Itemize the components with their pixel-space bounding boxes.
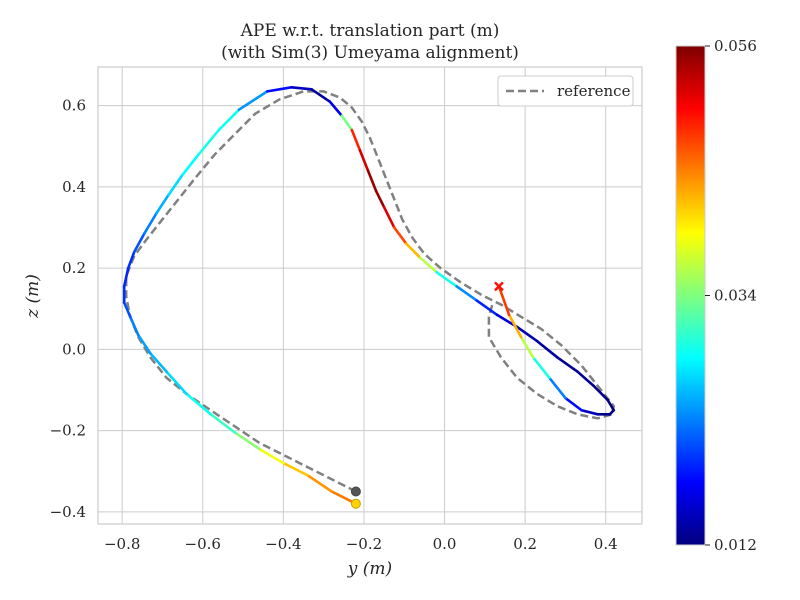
estimate-segment bbox=[217, 108, 241, 132]
estimate-segment bbox=[209, 413, 237, 434]
estimate-segment bbox=[126, 250, 136, 270]
estimate-segment bbox=[328, 100, 344, 118]
estimate-segment bbox=[122, 266, 130, 288]
end-marker-stroke bbox=[494, 281, 504, 292]
estimate-segment bbox=[535, 339, 559, 359]
estimate-segment bbox=[149, 352, 168, 373]
estimate-segment bbox=[265, 86, 293, 93]
estimate-segment bbox=[515, 325, 539, 343]
x-axis-ticks: −0.8 −0.6 −0.4 −0.2 0.0 0.2 0.4 bbox=[104, 535, 618, 553]
estimate-segment bbox=[167, 173, 184, 197]
estimate-segment bbox=[564, 396, 583, 412]
estimate-segment bbox=[310, 88, 332, 103]
y-axis-ticks: −0.4 −0.2 0.0 0.2 0.4 0.6 bbox=[50, 97, 86, 521]
estimate-segment bbox=[128, 315, 140, 337]
estimate-segment bbox=[404, 242, 422, 260]
y-tick-label: −0.4 bbox=[50, 503, 86, 521]
y-tick-label: 0.0 bbox=[62, 340, 86, 358]
estimate-segment bbox=[257, 447, 285, 465]
estimate-segment bbox=[435, 270, 458, 288]
estimate-segment bbox=[497, 285, 511, 317]
colorbar-tick-label: 0.034 bbox=[714, 287, 757, 305]
legend-box bbox=[497, 75, 634, 107]
estimate-segment bbox=[548, 376, 567, 400]
estimate-segment bbox=[340, 114, 354, 132]
estimate-segment bbox=[237, 90, 269, 111]
colorbar-tick-label: 0.056 bbox=[714, 37, 757, 55]
x-tick-label: −0.4 bbox=[265, 535, 301, 553]
estimate-segment bbox=[155, 193, 170, 215]
estimate-start-marker bbox=[350, 498, 361, 509]
estimate-segment bbox=[507, 313, 523, 339]
plot-area bbox=[97, 66, 643, 525]
estimate-segment bbox=[185, 392, 213, 416]
estimate-segment bbox=[580, 408, 599, 416]
legend: reference bbox=[497, 75, 634, 107]
estimate-segment bbox=[122, 301, 132, 319]
estimate-segment bbox=[382, 205, 396, 229]
estimate-segment bbox=[197, 128, 221, 156]
chart-title-line1: APE w.r.t. translation part (m) bbox=[240, 21, 500, 41]
estimate-segment bbox=[136, 333, 152, 355]
estimate-segment bbox=[233, 431, 261, 451]
y-tick-label: −0.2 bbox=[50, 422, 86, 440]
estimate-segment bbox=[519, 335, 535, 359]
x-tick-label: −0.6 bbox=[185, 535, 221, 553]
estimate-end-marker bbox=[494, 281, 504, 292]
estimate-segment bbox=[143, 211, 158, 235]
estimate-segment bbox=[419, 256, 438, 274]
estimate-segment bbox=[455, 285, 479, 302]
x-axis-label: y (m) bbox=[347, 559, 392, 579]
estimate-segment bbox=[306, 473, 334, 493]
estimate-segment bbox=[576, 370, 595, 388]
estimate-segment bbox=[181, 153, 201, 176]
x-tick-label: 0.4 bbox=[594, 535, 618, 553]
y-tick-label: 0.2 bbox=[62, 259, 86, 277]
estimate-segment bbox=[392, 226, 408, 246]
colorbar-tick-label: 0.012 bbox=[714, 536, 757, 554]
estimate-segment bbox=[165, 370, 188, 396]
x-tick-label: 0.0 bbox=[433, 535, 457, 553]
estimate-segment bbox=[290, 86, 313, 91]
y-tick-label: 0.4 bbox=[62, 178, 86, 196]
x-tick-label: −0.8 bbox=[104, 535, 140, 553]
estimate-segment bbox=[531, 356, 551, 380]
estimate-segment bbox=[350, 128, 362, 152]
x-tick-label: −0.2 bbox=[346, 535, 382, 553]
estimate-segment bbox=[556, 356, 579, 373]
reference-trajectory bbox=[124, 90, 616, 493]
legend-reference-label: reference bbox=[557, 82, 631, 100]
estimate-segment bbox=[475, 299, 499, 317]
estimate-segment bbox=[366, 169, 378, 193]
estimate-segment bbox=[132, 232, 146, 254]
estimate-segment bbox=[374, 189, 386, 209]
colorbar: 0.012 0.034 0.056 bbox=[675, 37, 757, 554]
y-tick-label: 0.6 bbox=[62, 97, 86, 115]
colorbar-ticks: 0.012 0.034 0.056 bbox=[705, 37, 757, 554]
estimate-segment bbox=[282, 461, 309, 477]
x-tick-label: 0.2 bbox=[513, 535, 537, 553]
y-axis-label: z (m) bbox=[23, 274, 43, 319]
estimate-segment bbox=[592, 384, 610, 402]
reference-start-marker bbox=[350, 486, 361, 497]
estimate-segment bbox=[358, 148, 370, 172]
colorbar-gradient bbox=[675, 45, 706, 546]
estimate-segment bbox=[606, 398, 616, 412]
chart-title-line2: (with Sim(3) Umeyama alignment) bbox=[221, 43, 519, 63]
